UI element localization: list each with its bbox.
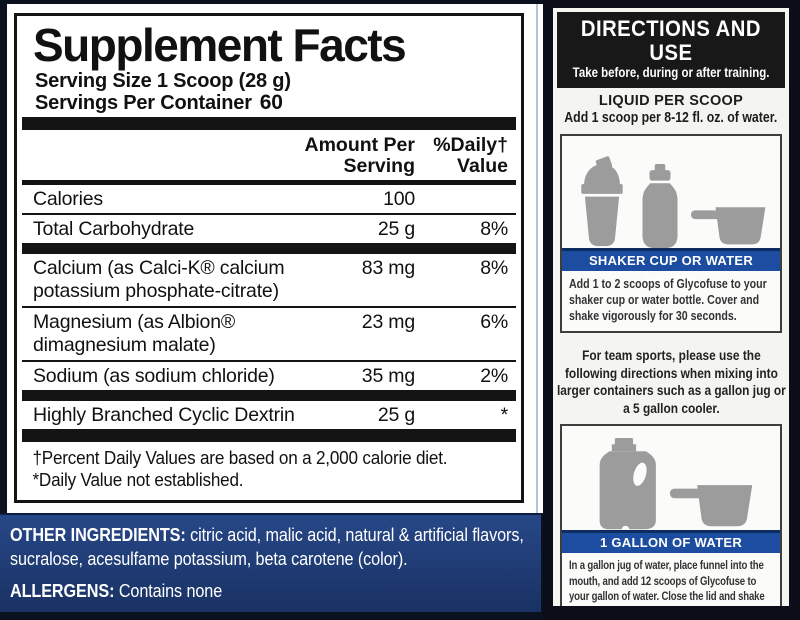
amount-per-serving-header: Amount Per Serving xyxy=(304,134,415,177)
table-row: Calories 100 xyxy=(22,185,516,215)
serving-size: Serving Size 1 Scoop (28 g) xyxy=(35,70,291,92)
supplement-facts-box: Supplement Facts Serving Size 1 Scoop (2… xyxy=(14,13,524,503)
gallon-box: 1 GALLON OF WATER In a gallon jug of wat… xyxy=(560,424,782,606)
gallon-jug-icon xyxy=(599,438,656,530)
footnote-daily-values: †Percent Daily Values are based on a 2,0… xyxy=(32,448,448,468)
directions-title: DIRECTIONS AND USE xyxy=(581,16,762,65)
water-bottle-icon xyxy=(642,164,678,248)
supplement-facts-title: Supplement Facts xyxy=(33,19,407,71)
liquid-per-scoop-heading: LIQUID PER SCOOP xyxy=(598,93,744,109)
thick-rule xyxy=(22,243,516,254)
scoop-icon xyxy=(669,485,752,527)
table-header: Amount Per Serving %Daily† Value xyxy=(22,130,516,185)
directions-header: DIRECTIONS AND USE Take before, during o… xyxy=(557,12,785,88)
thick-rule xyxy=(22,429,516,442)
team-sports-note: For team sports, please use the followin… xyxy=(556,347,786,416)
gallon-icons xyxy=(562,426,780,530)
shaker-bar-label: SHAKER CUP OR WATER BOTTLE xyxy=(562,248,780,288)
panel-divider-line xyxy=(536,4,538,513)
shaker-instructions: Add 1 to 2 scoops of Glycofuse to your s… xyxy=(569,277,767,323)
allergens-label: ALLERGENS: xyxy=(10,581,115,601)
shaker-icons xyxy=(562,136,780,248)
allergens-text: ALLERGENS: Contains none xyxy=(10,581,223,601)
scoop-icon xyxy=(691,207,766,245)
table-row: Calcium (as Calci-K® calcium potassium p… xyxy=(22,254,516,308)
other-ingredients-text: OTHER INGREDIENTS: citric acid, malic ac… xyxy=(10,525,524,569)
directions-subtitle: Take before, during or after training. xyxy=(572,65,770,80)
thick-rule xyxy=(22,117,516,130)
daily-value-header: %Daily† Value xyxy=(433,134,508,177)
gallon-instructions: In a gallon jug of water, place funnel i… xyxy=(569,558,765,606)
supplement-panel: Supplement Facts Serving Size 1 Scoop (2… xyxy=(7,4,543,513)
thick-rule xyxy=(22,390,516,401)
table-row: Total Carbohydrate 25 g 8% xyxy=(33,218,508,240)
shaker-box: SHAKER CUP OR WATER BOTTLE Add 1 to 2 sc… xyxy=(560,134,782,333)
gallon-bar-label: 1 GALLON OF WATER xyxy=(562,530,780,553)
shaker-cup-icon xyxy=(581,156,623,247)
servings-per-container: Servings Per Container 60 xyxy=(22,91,516,115)
liquid-per-scoop-instruction: Add 1 scoop per 8-12 fl. oz. of water. xyxy=(564,110,778,126)
servings-label: Servings Per Container xyxy=(35,92,252,114)
directions-panel: DIRECTIONS AND USE Take before, during o… xyxy=(553,8,789,606)
footnote-dv-not-established: *Daily Value not established. xyxy=(32,470,244,490)
directions-card: DIRECTIONS AND USE Take before, during o… xyxy=(543,0,800,620)
table-row: Magnesium (as Albion® dimagnesium malate… xyxy=(22,308,516,362)
table-row: Sodium (as sodium chloride) 35 mg 2% xyxy=(33,365,508,387)
other-ingredients-label: OTHER INGREDIENTS: xyxy=(10,525,186,545)
other-ingredients-panel: OTHER INGREDIENTS: citric acid, malic ac… xyxy=(0,513,541,612)
servings-value: 60 xyxy=(259,91,283,114)
table-row: Highly Branched Cyclic Dextrin 25 g * xyxy=(33,404,508,426)
